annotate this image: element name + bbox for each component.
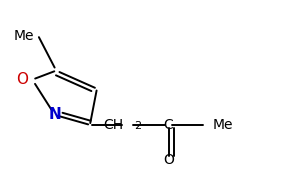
Text: CH: CH bbox=[103, 118, 124, 132]
Text: O: O bbox=[17, 72, 28, 87]
Text: O: O bbox=[163, 153, 174, 167]
Text: 2: 2 bbox=[134, 121, 141, 131]
Text: Me: Me bbox=[14, 29, 34, 43]
Text: N: N bbox=[48, 108, 61, 122]
Text: C: C bbox=[164, 118, 173, 132]
Text: Me: Me bbox=[212, 118, 233, 132]
